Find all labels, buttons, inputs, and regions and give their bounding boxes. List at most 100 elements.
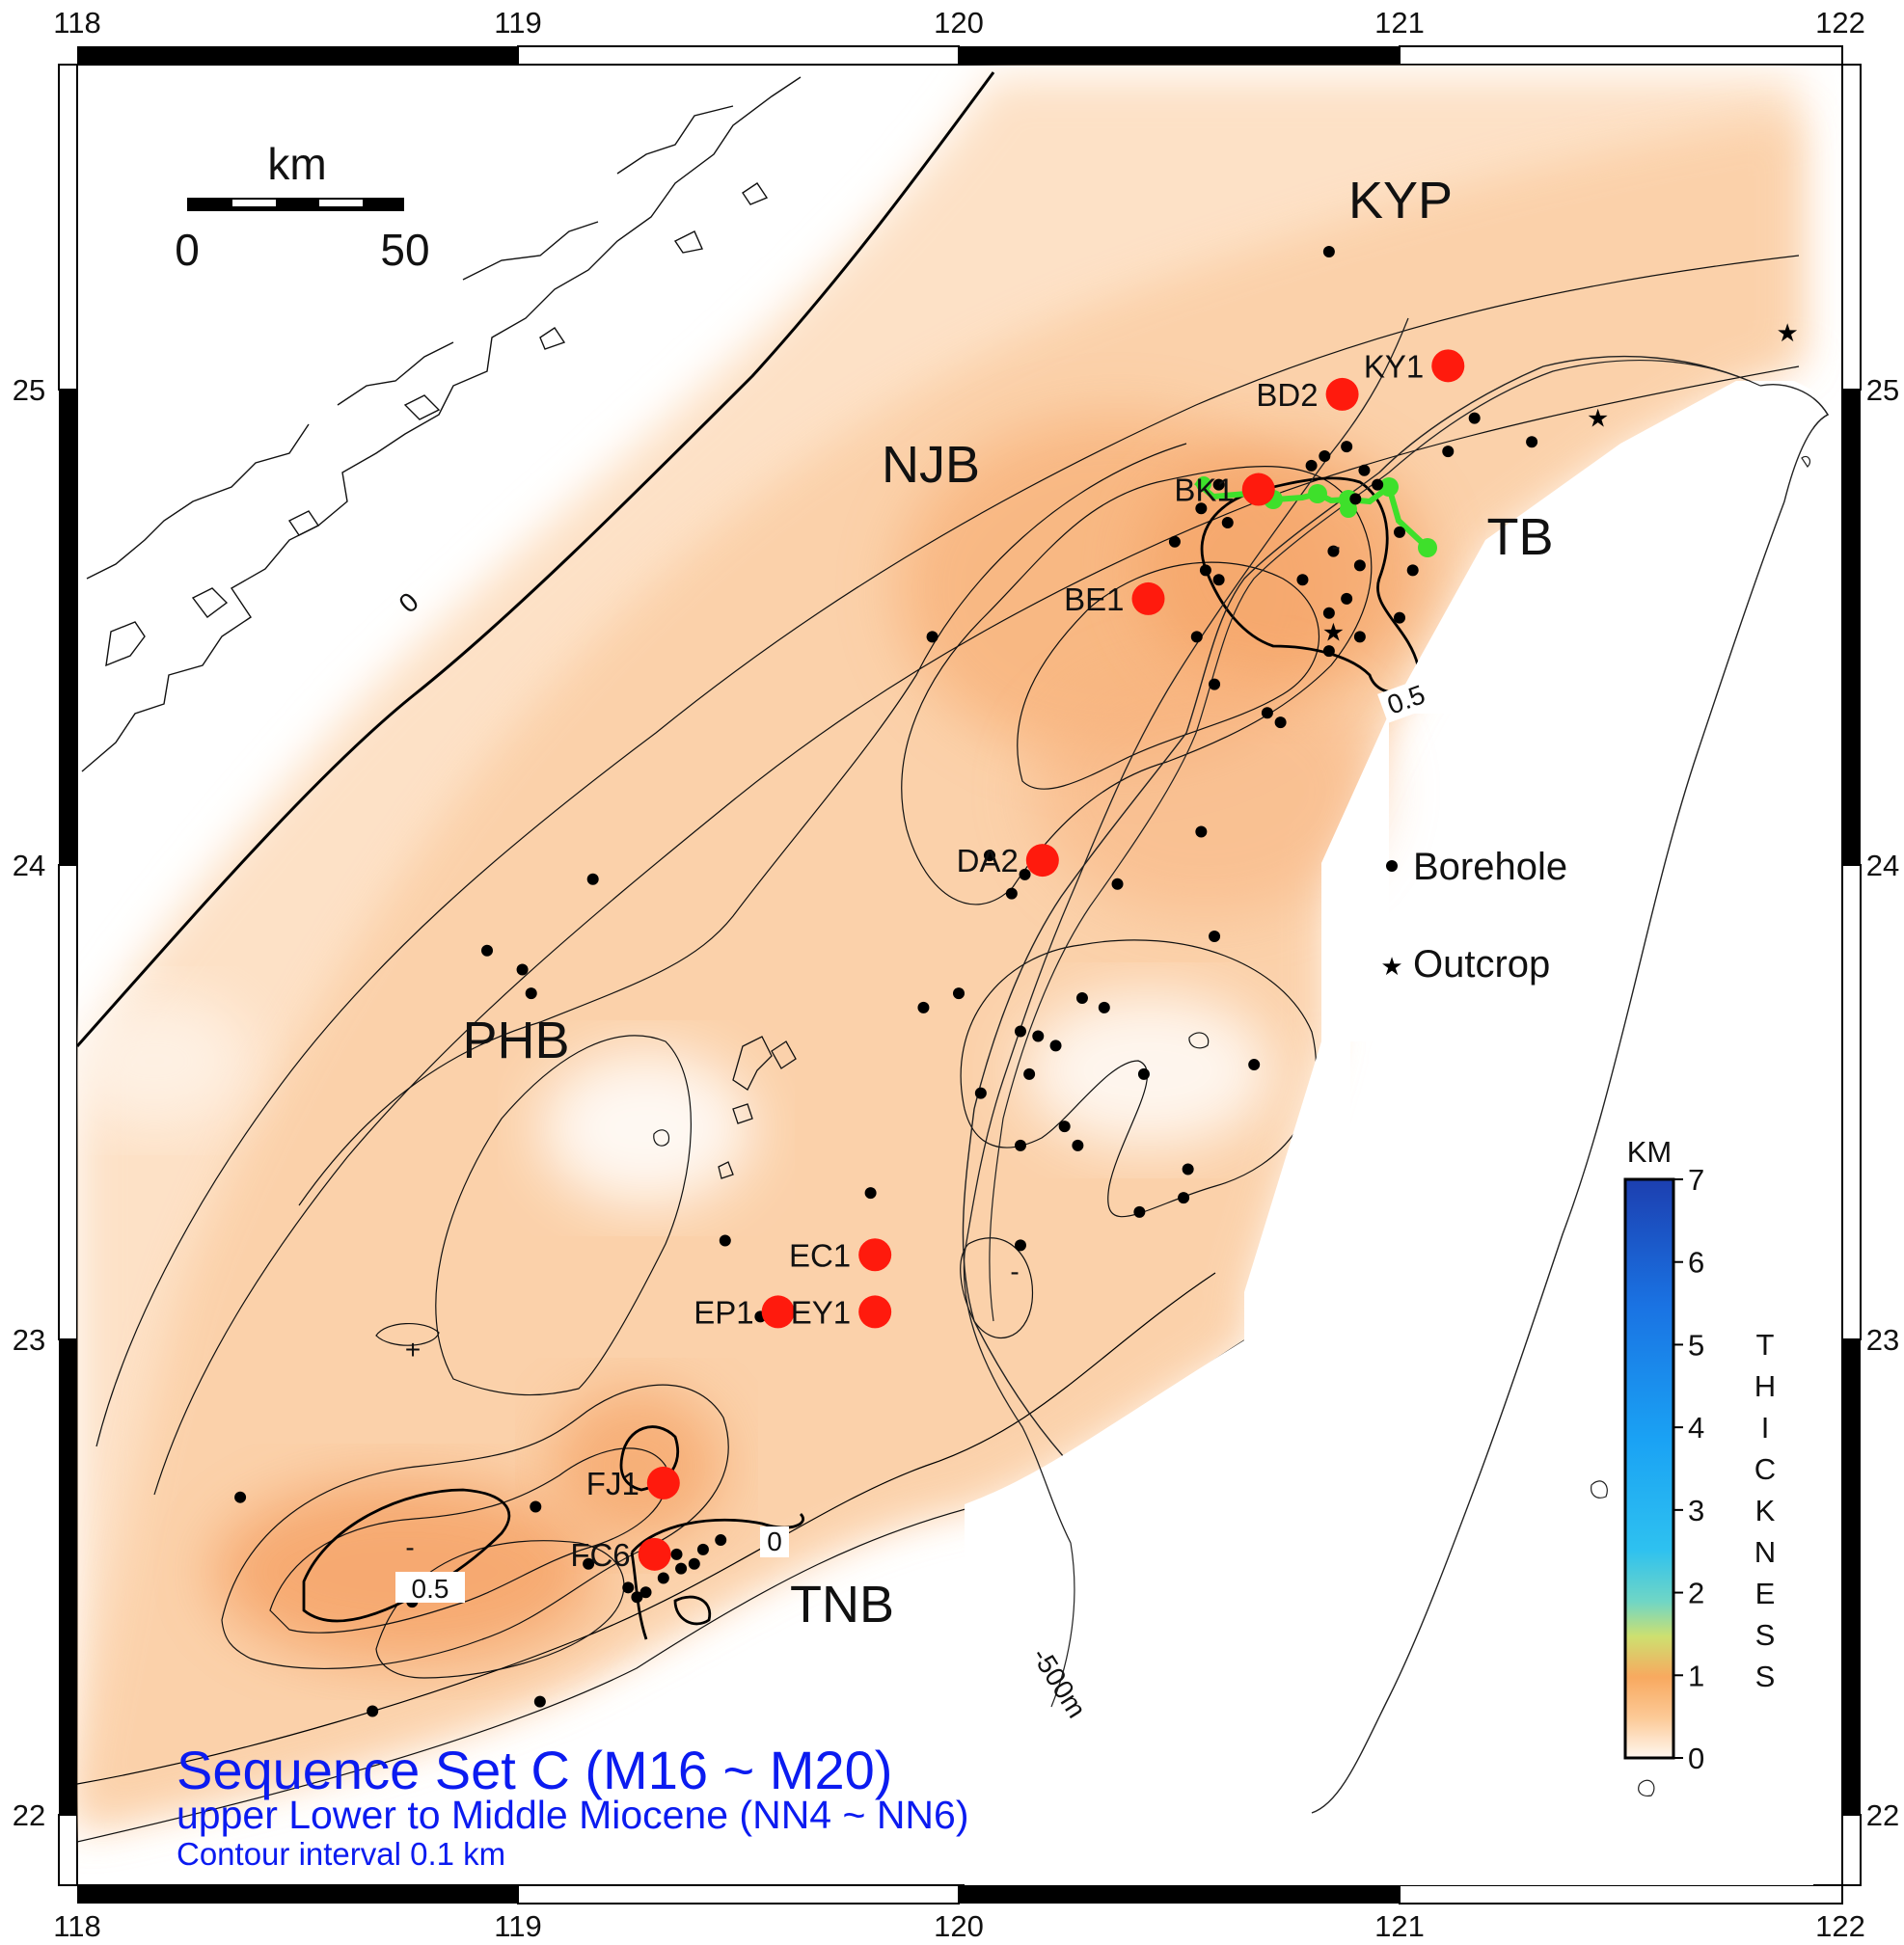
borehole-20 [1296, 574, 1309, 586]
well-marker-fj1[interactable] [646, 1466, 680, 1499]
borehole-25 [1190, 631, 1203, 643]
lat-24-right: 24 [1866, 849, 1899, 882]
lon-ticks-top: 118 119 120 121 122 [53, 6, 1865, 40]
legend-outcrop-star: ★ [1380, 953, 1402, 982]
lon-122-bottom: 122 [1815, 1909, 1865, 1943]
contour-label-half-north-bg [1377, 677, 1435, 723]
borehole-65 [583, 1557, 595, 1570]
scale-unit: km [267, 139, 326, 189]
well-marker-fc6[interactable] [638, 1537, 671, 1571]
contour-label-zero-south: 0 [767, 1526, 782, 1556]
borehole-45 [1014, 1025, 1026, 1038]
borehole-9 [1349, 493, 1362, 505]
colorbar-tick-4: 4 [1688, 1411, 1704, 1445]
borehole-29 [1274, 716, 1287, 729]
contour-zero-west [77, 71, 995, 1047]
lon-ticks-bottom: 118 119 120 121 122 [53, 1909, 1865, 1943]
borehole-13 [1168, 535, 1181, 548]
borehole-10 [1212, 478, 1225, 491]
borehole-41 [917, 1001, 930, 1013]
well-marker-bd2[interactable] [1325, 377, 1359, 411]
well-marker-be1[interactable] [1131, 581, 1165, 615]
legend-borehole: Borehole [1413, 846, 1567, 888]
colorbar-label-letter-1: H [1754, 1369, 1776, 1403]
well-marker-ky1[interactable] [1431, 349, 1465, 383]
borehole-55 [1182, 1163, 1194, 1175]
well-marker-bk1[interactable] [1241, 473, 1275, 506]
colorbar-label-letter-8: S [1755, 1660, 1776, 1693]
borehole-31 [1195, 825, 1208, 838]
borehole-62 [234, 1491, 247, 1503]
lon-118-top: 118 [53, 6, 100, 40]
borehole-0 [1322, 246, 1335, 258]
borehole-46 [1032, 1030, 1045, 1042]
borehole-24 [1353, 631, 1366, 643]
borehole-73 [670, 1548, 683, 1560]
borehole-7 [1358, 464, 1371, 476]
fj-depocenter [550, 1389, 723, 1543]
borehole-2 [1442, 446, 1455, 458]
colorbar-label-letter-4: K [1755, 1494, 1776, 1527]
lat-25-left: 25 [13, 373, 45, 407]
borehole-38 [481, 944, 494, 957]
lon-119-bottom: 119 [494, 1909, 541, 1943]
lat-24-left: 24 [13, 849, 45, 882]
well-marker-da2[interactable] [1025, 844, 1059, 878]
outcrop-star-1: ★ [1587, 405, 1609, 434]
colorbar-unit: KM [1627, 1135, 1673, 1169]
wells: KY1 BD2 BK1 BE1 DA2 EC1 EP1 EY1 FJ1 FC6 [570, 348, 1465, 1573]
well-label-ey1: EY1 [791, 1294, 851, 1330]
lon-121-bottom: 121 [1374, 1909, 1425, 1943]
borehole-60 [1014, 1239, 1026, 1252]
well-marker-ey1[interactable] [858, 1295, 892, 1329]
region-tnb: TNB [790, 1576, 894, 1634]
borehole-48 [1023, 1067, 1036, 1080]
lon-120-top: 120 [934, 6, 984, 40]
borehole-22 [1322, 607, 1335, 619]
borehole-69 [657, 1572, 669, 1584]
well-marker-ec1[interactable] [858, 1238, 892, 1272]
borehole-27 [1209, 678, 1221, 690]
phb-low [540, 1051, 752, 1205]
borehole-37 [586, 873, 599, 885]
borehole-53 [1072, 1139, 1084, 1151]
lon-120-bottom: 120 [934, 1909, 984, 1943]
well-label-fj1: FJ1 [586, 1466, 639, 1501]
colorbar-ramp [1623, 1177, 1675, 1760]
borehole-74 [688, 1557, 700, 1570]
region-phb: PHB [462, 1012, 569, 1069]
contour-label-minus-tb: - [1331, 531, 1340, 561]
contour-label-half: 0.5 [412, 1574, 449, 1604]
coast-south-segment [1050, 1542, 1075, 1708]
borehole-76 [367, 1705, 379, 1717]
colorbar-tick-7: 7 [1688, 1163, 1704, 1197]
well-label-ky1: KY1 [1364, 348, 1424, 384]
outcrops: ★ ★ ★ [1322, 319, 1799, 648]
colorbar-tick-5: 5 [1688, 1328, 1704, 1362]
legend-borehole-dot [1386, 860, 1398, 872]
colorbar-label-letter-6: E [1755, 1577, 1776, 1610]
colorbar-tick-1: 1 [1688, 1659, 1704, 1692]
scale-bar: km 0 50 [175, 139, 429, 275]
borehole-44 [1098, 1001, 1110, 1013]
borehole-36 [1209, 930, 1221, 942]
title-main: Sequence Set C (M16 ~ M20) [177, 1740, 892, 1800]
penghu-islands [718, 1036, 797, 1179]
contour-label-plus: + [405, 1335, 421, 1364]
lat-22-left: 22 [13, 1798, 45, 1832]
colorbar-tick-3: 3 [1688, 1494, 1704, 1527]
china-coastline [81, 76, 802, 772]
scale-max: 50 [380, 225, 429, 275]
borehole-26 [1322, 645, 1335, 658]
title-note: Contour interval 0.1 km [177, 1836, 505, 1872]
well-label-ep1: EP1 [694, 1294, 753, 1330]
borehole-50 [1248, 1059, 1261, 1071]
contour-label-zero-south-bg [760, 1526, 789, 1557]
well-marker-ep1[interactable] [761, 1295, 795, 1329]
borehole-56 [1178, 1192, 1190, 1204]
borehole-5 [1319, 450, 1331, 463]
contour-label-minus-south: - [405, 1532, 414, 1562]
borehole-72 [715, 1534, 727, 1547]
borehole-35 [1111, 878, 1124, 890]
borehole-14 [1394, 526, 1405, 538]
